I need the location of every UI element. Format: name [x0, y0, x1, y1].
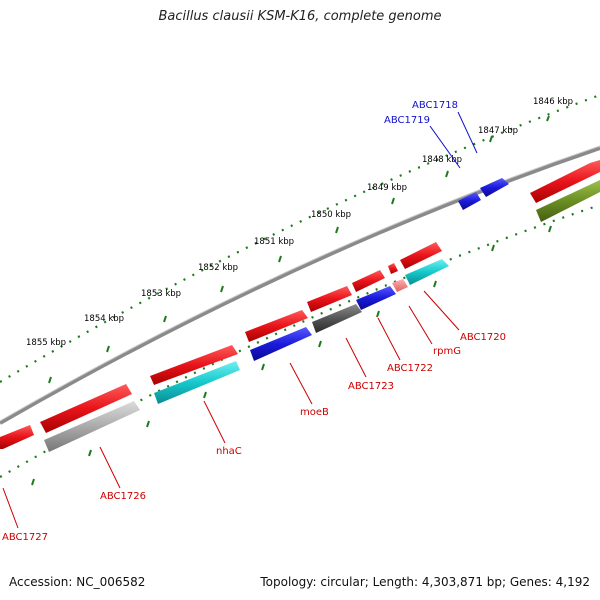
- tick-label-1850: 1850 kbp: [311, 210, 351, 220]
- inner-dotted-ring: [0, 203, 600, 478]
- gene-arrow-abc1723-fwd: [307, 286, 352, 312]
- gene-label-abc1720: ABC1720: [460, 332, 506, 343]
- tick-label-1853: 1853 kbp: [141, 289, 181, 299]
- leader-abc1722: [377, 317, 401, 361]
- label-leader-lines: [2, 111, 478, 529]
- gene-arrow-abc1723: [312, 304, 362, 333]
- gene-arrow-nhac-fwd: [150, 345, 238, 385]
- gene-label-abc1726: ABC1726: [100, 491, 146, 502]
- gene-label-abc1727: ABC1727: [2, 532, 48, 543]
- leader-abc1718: [457, 111, 478, 154]
- gene-label-abc1719: ABC1719: [384, 115, 430, 126]
- gene-arrow-abc1718: [480, 178, 509, 197]
- tick-label-1846: 1846 kbp: [533, 97, 573, 107]
- gene-arrow-abc1722-fwd: [352, 270, 385, 292]
- topology-text: Topology: circular; Length: 4,303,871 bp…: [260, 575, 590, 589]
- tick-label-1847: 1847 kbp: [478, 126, 518, 136]
- outer-dotted-ring: [0, 93, 600, 383]
- gene-arrow-1846-fwd: [530, 160, 600, 203]
- gene-label-abc1723: ABC1723: [348, 381, 394, 392]
- tick-label-1854: 1854 kbp: [84, 314, 124, 324]
- gene-label-rpmg: rpmG: [433, 346, 461, 357]
- leader-abc1723: [345, 337, 367, 378]
- genome-backbone: [0, 146, 600, 425]
- gene-arrow-abc1720-fwd: [400, 242, 442, 269]
- gene-arrow-abc1722: [356, 286, 396, 310]
- tick-label-1851: 1851 kbp: [254, 237, 294, 247]
- gene-arrow-rpmg: [392, 279, 408, 292]
- gene-label-nhac: nhaC: [216, 446, 242, 457]
- tick-label-1855: 1855 kbp: [26, 338, 66, 348]
- leader-rpmg: [408, 305, 433, 345]
- leader-moeb: [289, 362, 313, 405]
- gene-arrow-abc1720: [405, 259, 449, 285]
- map-title: Bacillus clausii KSM-K16, complete genom…: [158, 9, 442, 24]
- gene-label-abc1722: ABC1722: [387, 363, 433, 374]
- gene-arrow-abc1726-rev: [44, 401, 140, 452]
- tick-label-1852: 1852 kbp: [198, 263, 238, 273]
- gene-arrow-abc1719: [458, 192, 481, 210]
- gene-arrow-abc1727: [0, 425, 34, 449]
- gene-label-moeb: moeB: [300, 407, 329, 418]
- inner-major-ticks: [31, 225, 552, 486]
- leader-abc1726: [99, 446, 121, 489]
- accession-text: Accession: NC_006582: [9, 575, 146, 589]
- tick-label-1848: 1848 kbp: [422, 155, 462, 165]
- gene-arrow-moeb-fwd: [245, 310, 308, 342]
- gene-arrow-olive: [536, 180, 600, 222]
- gene-arrow-nhac: [154, 361, 240, 404]
- gene-label-abc1718: ABC1718: [412, 100, 458, 111]
- leader-abc1720: [423, 290, 460, 331]
- leader-abc1727: [2, 487, 19, 529]
- leader-abc1719: [429, 125, 461, 169]
- tick-label-1849: 1849 kbp: [367, 183, 407, 193]
- outer-major-ticks: [48, 115, 550, 384]
- blue-genes-top: [458, 178, 509, 210]
- forward-genes: [0, 160, 600, 449]
- reverse-genes: [44, 180, 600, 452]
- gene-arrow-rpmg-fwd: [388, 263, 398, 274]
- gene-arrow-moeb: [250, 327, 312, 361]
- gene-arrow-abc1726: [40, 384, 132, 433]
- leader-nhac: [203, 400, 226, 444]
- genome-backbone-highlight: [0, 145, 600, 422]
